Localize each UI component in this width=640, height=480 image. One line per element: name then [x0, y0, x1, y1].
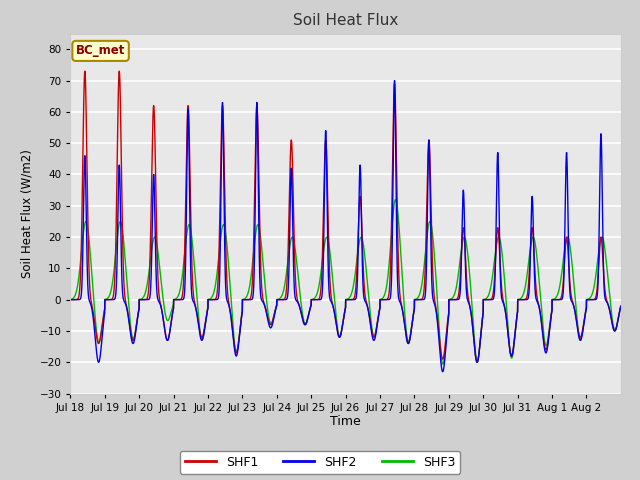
- SHF3: [366, 307, 374, 313]
- SHF3: [180, 252, 188, 258]
- SHF1: [67, 297, 74, 302]
- SHF2: [439, 369, 447, 374]
- SHF3: [67, 297, 74, 302]
- SHF2: [390, 78, 398, 84]
- SHF1: [473, 360, 481, 365]
- SHF1: [180, 249, 188, 255]
- SHF1: [396, 288, 403, 293]
- Text: BC_met: BC_met: [76, 44, 125, 58]
- SHF1: [617, 303, 625, 309]
- Line: SHF2: SHF2: [70, 81, 621, 372]
- SHF2: [396, 298, 403, 304]
- SHF3: [396, 231, 403, 237]
- SHF2: [180, 290, 188, 296]
- SHF3: [439, 361, 447, 367]
- SHF1: [366, 317, 374, 323]
- SHF2: [538, 324, 546, 330]
- SHF3: [497, 240, 504, 246]
- Y-axis label: Soil Heat Flux (W/m2): Soil Heat Flux (W/m2): [21, 149, 34, 278]
- SHF3: [524, 267, 532, 273]
- Line: SHF1: SHF1: [70, 71, 621, 362]
- Legend: SHF1, SHF2, SHF3: SHF1, SHF2, SHF3: [180, 451, 460, 474]
- SHF2: [497, 283, 504, 289]
- SHF1: [524, 289, 532, 295]
- SHF3: [538, 312, 546, 318]
- SHF1: [497, 272, 504, 278]
- SHF2: [524, 296, 532, 302]
- SHF2: [366, 318, 374, 324]
- SHF2: [617, 303, 625, 309]
- X-axis label: Time: Time: [330, 415, 361, 429]
- SHF3: [617, 303, 625, 309]
- SHF2: [67, 297, 74, 302]
- SHF1: [115, 68, 123, 74]
- SHF1: [538, 323, 546, 328]
- Title: Soil Heat Flux: Soil Heat Flux: [293, 13, 398, 28]
- Line: SHF3: SHF3: [70, 200, 621, 364]
- SHF3: [392, 197, 399, 203]
